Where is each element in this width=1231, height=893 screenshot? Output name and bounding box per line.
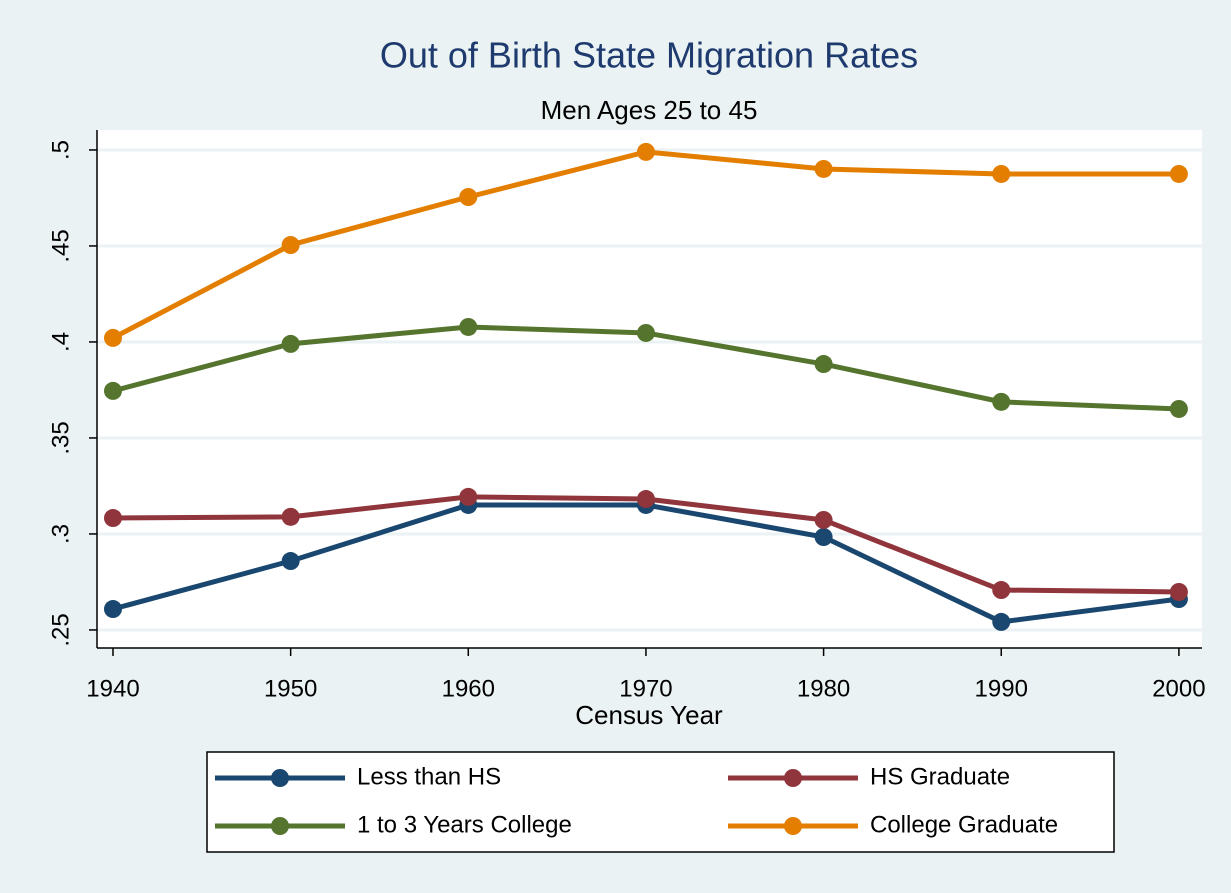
x-tick-label: 1950 bbox=[264, 675, 317, 702]
legend-label: HS Graduate bbox=[870, 763, 1010, 790]
x-tick-label: 1970 bbox=[619, 675, 672, 702]
legend-marker bbox=[271, 769, 289, 787]
legend bbox=[206, 751, 1115, 853]
legend-marker bbox=[271, 817, 289, 835]
data-point bbox=[992, 581, 1011, 600]
x-tick-label: 1960 bbox=[442, 675, 495, 702]
data-point bbox=[281, 507, 300, 526]
legend-label: College Graduate bbox=[870, 811, 1058, 838]
data-point bbox=[103, 381, 122, 400]
x-axis-title: Census Year bbox=[575, 700, 723, 730]
data-point bbox=[814, 159, 833, 178]
x-tick-label: 2000 bbox=[1152, 675, 1205, 702]
legend-label: Less than HS bbox=[357, 763, 501, 790]
data-point bbox=[814, 510, 833, 529]
x-tick-label: 1990 bbox=[975, 675, 1028, 702]
data-point bbox=[992, 392, 1011, 411]
legend-marker bbox=[784, 769, 802, 787]
chart-subtitle: Men Ages 25 to 45 bbox=[541, 95, 758, 125]
data-point bbox=[992, 164, 1011, 183]
data-point bbox=[636, 490, 655, 509]
data-point bbox=[281, 334, 300, 353]
y-tick-label: .35 bbox=[47, 421, 74, 454]
data-point bbox=[103, 328, 122, 347]
data-point bbox=[459, 317, 478, 336]
legend-label: 1 to 3 Years College bbox=[357, 811, 572, 838]
data-point bbox=[459, 188, 478, 207]
data-point bbox=[814, 528, 833, 547]
x-tick-label: 1940 bbox=[86, 675, 139, 702]
data-point bbox=[459, 487, 478, 506]
data-point bbox=[1169, 164, 1188, 183]
data-point bbox=[281, 236, 300, 255]
data-point bbox=[103, 509, 122, 528]
y-tick-label: .4 bbox=[47, 332, 74, 352]
chart-title: Out of Birth State Migration Rates bbox=[380, 35, 918, 76]
y-tick-label: .5 bbox=[47, 140, 74, 160]
data-point bbox=[1169, 399, 1188, 418]
data-point bbox=[814, 355, 833, 374]
data-point bbox=[1169, 582, 1188, 601]
y-tick-label: .45 bbox=[47, 229, 74, 262]
data-point bbox=[992, 612, 1011, 631]
data-point bbox=[636, 142, 655, 161]
data-point bbox=[281, 552, 300, 571]
y-tick-label: .25 bbox=[47, 613, 74, 646]
data-point bbox=[103, 600, 122, 619]
data-point bbox=[636, 323, 655, 342]
x-tick-label: 1980 bbox=[797, 675, 850, 702]
y-tick-label: .3 bbox=[47, 524, 74, 544]
legend-marker bbox=[784, 817, 802, 835]
